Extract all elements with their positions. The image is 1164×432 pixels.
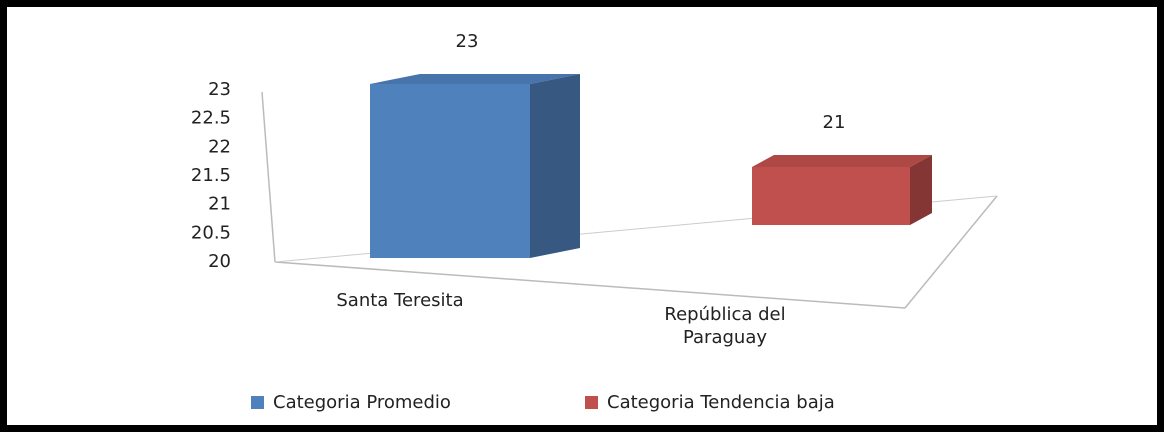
y-tick-label: 23: [208, 79, 231, 100]
x-category: Santa Teresita: [336, 290, 464, 311]
legend-label: Categoria Tendencia baja: [607, 392, 835, 413]
legend-swatch: [251, 396, 264, 409]
legend-label: Categoria Promedio: [273, 392, 451, 413]
data-label: 23: [456, 31, 479, 52]
chart: 20 20.5 21 21.5 22 22.5 23 23 21 Santa Teresita Re…: [191, 31, 998, 413]
bar: [370, 74, 580, 258]
y-tick-label: 21.5: [191, 165, 231, 186]
bar-top: [370, 74, 580, 84]
bar-front: [370, 84, 530, 258]
bar-top: [752, 155, 932, 167]
floor-right-edge: [904, 195, 998, 309]
x-tick-label: Santa Teresita: [336, 290, 464, 311]
bar-front: [752, 167, 910, 225]
chart-frame: 20 20.5 21 21.5 22 22.5 23 23 21 Santa Teresita Re…: [7, 7, 1157, 425]
back-wall-edge: [261, 91, 276, 263]
y-tick-label: 21: [208, 194, 231, 215]
y-tick-label: 20: [208, 251, 231, 272]
y-tick-label: 20.5: [191, 222, 231, 243]
y-tick-label: 22: [208, 136, 231, 157]
bar: [752, 155, 932, 225]
bar-side: [530, 74, 580, 258]
y-tick-label: 22.5: [191, 108, 231, 129]
legend-swatch: [585, 396, 598, 409]
floor-front-edge: [274, 261, 906, 309]
x-tick-label: República del Paraguay: [664, 304, 786, 348]
data-label: 21: [823, 112, 846, 133]
x-category: República del Paraguay: [664, 304, 786, 348]
bar-side: [910, 155, 932, 225]
